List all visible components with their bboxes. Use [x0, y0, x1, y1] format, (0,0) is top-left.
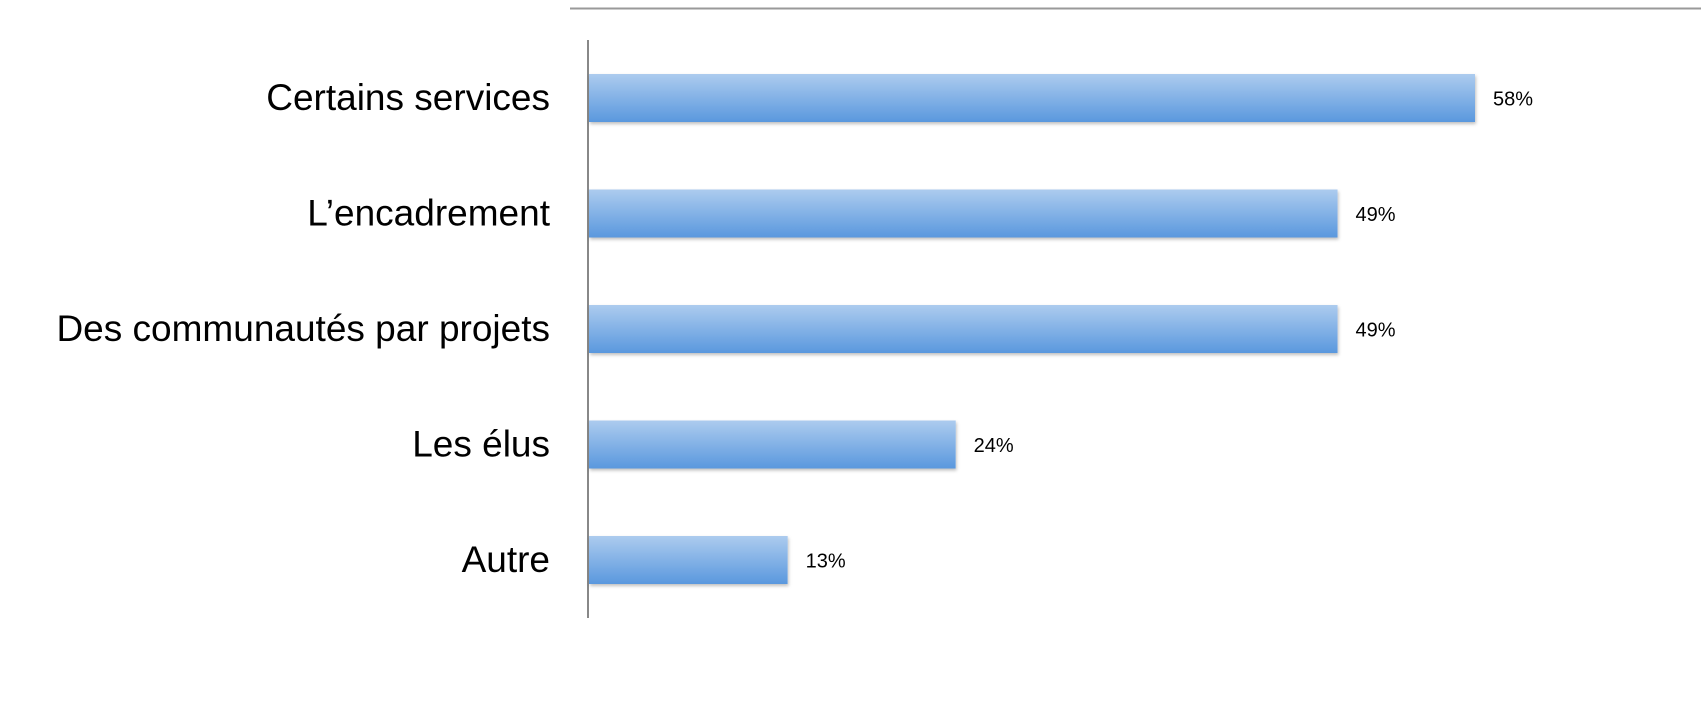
bar-highlight [589, 536, 788, 584]
bar-highlight [589, 189, 1338, 238]
value-label: 49% [1356, 204, 1396, 226]
bar-highlight [589, 420, 956, 469]
value-label: 24% [974, 435, 1014, 457]
bar-highlight [589, 74, 1475, 122]
category-label: Certains services [266, 77, 550, 118]
category-label: Autre [462, 539, 550, 580]
category-label: Les élus [412, 423, 550, 464]
value-label: 58% [1493, 88, 1533, 110]
category-label: L’encadrement [307, 192, 550, 233]
category-label: Des communautés par projets [56, 308, 550, 349]
value-label: 49% [1356, 319, 1396, 341]
bar-highlight [589, 305, 1338, 353]
value-label: 13% [806, 550, 846, 572]
